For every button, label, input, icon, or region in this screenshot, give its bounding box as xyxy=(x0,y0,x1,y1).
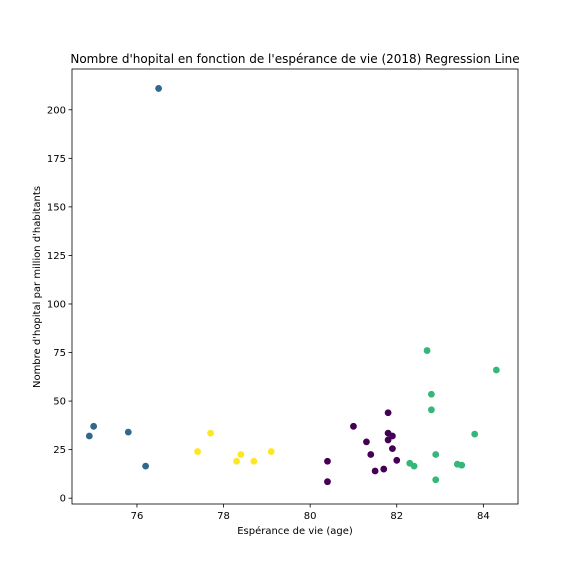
y-tick-label: 0 xyxy=(60,494,66,505)
x-tick-label: 76 xyxy=(131,511,144,522)
y-tick-label: 50 xyxy=(53,397,66,408)
scatter-point xyxy=(250,457,258,465)
scatter-point xyxy=(194,448,201,455)
scatter-point xyxy=(350,422,357,430)
x-tick-label: 82 xyxy=(390,511,403,522)
scatter-point xyxy=(90,422,98,430)
scatter-point xyxy=(384,436,392,444)
scatter-point xyxy=(142,462,150,470)
scatter-point xyxy=(237,451,245,458)
scatter-point xyxy=(389,445,396,453)
scatter-point xyxy=(432,451,440,458)
x-tick-label: 84 xyxy=(477,511,490,522)
scatter-point xyxy=(324,478,331,486)
y-tick-label: 75 xyxy=(53,348,66,359)
scatter-point xyxy=(324,457,331,465)
y-tick-label: 25 xyxy=(53,445,66,456)
y-axis-label: Nombre d'hopital par million d'habitants xyxy=(32,186,43,388)
scatter-point xyxy=(124,428,132,436)
y-tick-label: 100 xyxy=(47,299,66,310)
scatter-point xyxy=(207,429,214,437)
y-tick-label: 150 xyxy=(47,202,66,213)
scatter-point xyxy=(267,448,275,455)
chart-title: Nombre d'hopital en fonction de l'espéra… xyxy=(70,52,519,66)
scatter-point xyxy=(380,465,388,473)
scatter-point xyxy=(367,451,375,458)
scatter-point xyxy=(155,85,163,92)
y-tick-label: 125 xyxy=(47,251,66,262)
scatter-point xyxy=(432,476,440,484)
scatter-point xyxy=(363,438,370,446)
scatter-point xyxy=(389,432,396,440)
x-axis-ticks: 76 78 80 82 84 xyxy=(131,504,490,522)
scatter-point xyxy=(427,390,435,398)
scatter-point xyxy=(458,461,466,469)
plot-area-border xyxy=(71,68,519,505)
data-points xyxy=(85,85,500,486)
scatter-point xyxy=(393,456,401,464)
scatter-point xyxy=(85,432,93,440)
scatter-point xyxy=(384,409,392,417)
y-tick-label: 175 xyxy=(47,154,66,165)
y-axis-ticks: 0 25 50 75 100 125 150 175 200 xyxy=(47,105,72,505)
scatter-point xyxy=(423,347,431,354)
scatter-point xyxy=(427,406,435,414)
axes-frame xyxy=(71,68,519,505)
x-tick-label: 78 xyxy=(217,511,230,522)
scatter-point xyxy=(410,462,418,470)
scatter-point xyxy=(371,467,379,475)
scatter-point xyxy=(233,457,240,465)
scatter-point xyxy=(492,366,500,374)
scatter-point xyxy=(471,430,479,438)
x-axis-label: Espérance de vie (age) xyxy=(237,525,353,537)
y-tick-label: 200 xyxy=(47,105,66,116)
x-tick-label: 80 xyxy=(304,511,317,522)
